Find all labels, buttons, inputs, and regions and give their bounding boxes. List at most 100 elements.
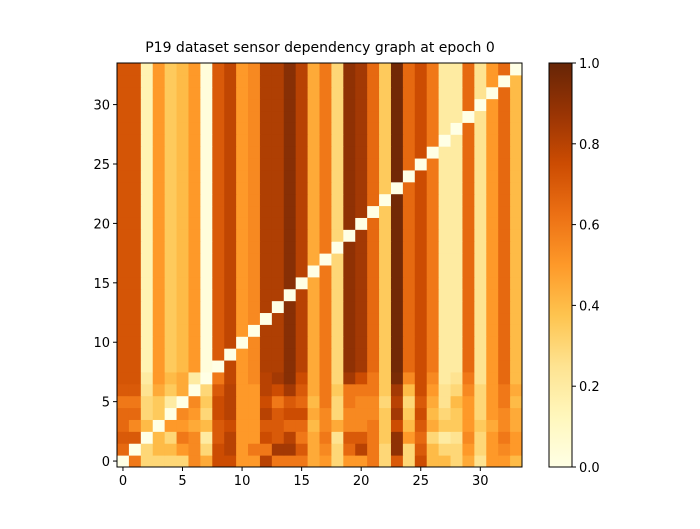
- heatmap-cell: [450, 419, 463, 432]
- heatmap-cell: [402, 253, 416, 266]
- heatmap-cell: [355, 86, 368, 100]
- heatmap-cell: [510, 74, 523, 88]
- heatmap-cell: [212, 312, 225, 325]
- heatmap-cell: [259, 348, 273, 361]
- heatmap-cell: [236, 407, 249, 420]
- heatmap-cell: [283, 383, 297, 397]
- heatmap-cell: [355, 134, 368, 147]
- heatmap-cell: [367, 217, 380, 230]
- heatmap-cell: [164, 324, 178, 337]
- heatmap-cell: [176, 63, 189, 76]
- heatmap-cell: [128, 146, 142, 159]
- heatmap-cell: [140, 86, 154, 100]
- heatmap-cell: [152, 229, 166, 242]
- y-tick-label: 15: [93, 277, 110, 292]
- heatmap-cell: [200, 288, 213, 302]
- heatmap-cell: [128, 300, 142, 314]
- heatmap-cell: [343, 455, 356, 468]
- heatmap-cell: [426, 419, 440, 432]
- heatmap-cell: [117, 74, 130, 88]
- heatmap-cell: [367, 360, 380, 373]
- heatmap-cell: [450, 288, 463, 302]
- heatmap-cell: [414, 395, 428, 409]
- heatmap-cell: [259, 86, 273, 100]
- heatmap-cell: [236, 253, 249, 266]
- heatmap-cell: [474, 169, 487, 183]
- heatmap-cell: [117, 122, 130, 135]
- heatmap-cell: [295, 229, 309, 242]
- heatmap-cell: [355, 110, 368, 123]
- heatmap-cell: [474, 181, 487, 195]
- heatmap-cell: [510, 395, 523, 409]
- heatmap-cell: [128, 265, 142, 278]
- heatmap-cell: [307, 193, 320, 207]
- heatmap-cell: [307, 395, 320, 409]
- heatmap-cell: [426, 63, 440, 76]
- heatmap-cell: [355, 181, 368, 195]
- heatmap-cell: [128, 181, 142, 195]
- heatmap-cell: [343, 407, 356, 420]
- heatmap-cell: [450, 395, 463, 409]
- heatmap-cell: [176, 312, 189, 325]
- heatmap-cell: [331, 181, 344, 195]
- heatmap-cell: [164, 146, 178, 159]
- heatmap-cell: [176, 74, 189, 88]
- heatmap-cell: [474, 348, 487, 361]
- heatmap-cell: [426, 217, 440, 230]
- heatmap-cell: [367, 86, 380, 100]
- heatmap-cell: [379, 265, 392, 278]
- heatmap-cell: [271, 134, 285, 147]
- heatmap-cell: [438, 253, 452, 266]
- heatmap-cell: [343, 169, 356, 183]
- heatmap-cell: [200, 276, 213, 290]
- heatmap-cell: [367, 253, 380, 266]
- heatmap-cell: [164, 110, 178, 123]
- heatmap-cell: [128, 407, 142, 420]
- heatmap-cell: [283, 134, 297, 147]
- heatmap-cell: [152, 86, 166, 100]
- heatmap-cell: [379, 312, 392, 325]
- heatmap-cell: [224, 443, 237, 456]
- heatmap-cell: [283, 86, 297, 100]
- heatmap-cell: [331, 348, 344, 361]
- heatmap-cell: [498, 217, 511, 230]
- heatmap-cell: [510, 371, 523, 385]
- heatmap-cell: [343, 383, 356, 397]
- heatmap-cell: [224, 312, 237, 325]
- heatmap-cell: [474, 193, 487, 207]
- heatmap-cell: [426, 407, 440, 420]
- heatmap-cell: [283, 443, 297, 456]
- heatmap-cell: [164, 193, 178, 207]
- heatmap-cell: [379, 158, 392, 171]
- heatmap-cell: [140, 383, 154, 397]
- heatmap-cell: [510, 86, 523, 100]
- heatmap-cell: [295, 300, 309, 314]
- heatmap-cell: [331, 455, 344, 468]
- heatmap-cell: [474, 431, 487, 444]
- heatmap-cell: [295, 146, 309, 159]
- heatmap-cell: [164, 169, 178, 183]
- heatmap-cell: [331, 360, 344, 373]
- heatmap-cell: [426, 288, 440, 302]
- heatmap-cell: [510, 229, 523, 242]
- heatmap-cell: [367, 336, 380, 349]
- heatmap-cell: [426, 455, 440, 468]
- heatmap-cell: [259, 158, 273, 171]
- heatmap-cell: [414, 419, 428, 432]
- heatmap-cell: [474, 336, 487, 349]
- heatmap-cell: [295, 193, 309, 207]
- heatmap-cell: [200, 300, 213, 314]
- heatmap-cell: [355, 205, 368, 218]
- heatmap-cell: [402, 300, 416, 314]
- heatmap-cell: [426, 276, 440, 290]
- heatmap-cell: [117, 395, 130, 409]
- heatmap-cell: [128, 276, 142, 290]
- heatmap-cell: [248, 74, 261, 88]
- heatmap-cell: [295, 276, 309, 290]
- heatmap-cell: [248, 360, 261, 373]
- heatmap-cell: [367, 229, 380, 242]
- heatmap-cell: [283, 419, 297, 432]
- heatmap-cell: [510, 169, 523, 183]
- heatmap-cell: [367, 193, 380, 207]
